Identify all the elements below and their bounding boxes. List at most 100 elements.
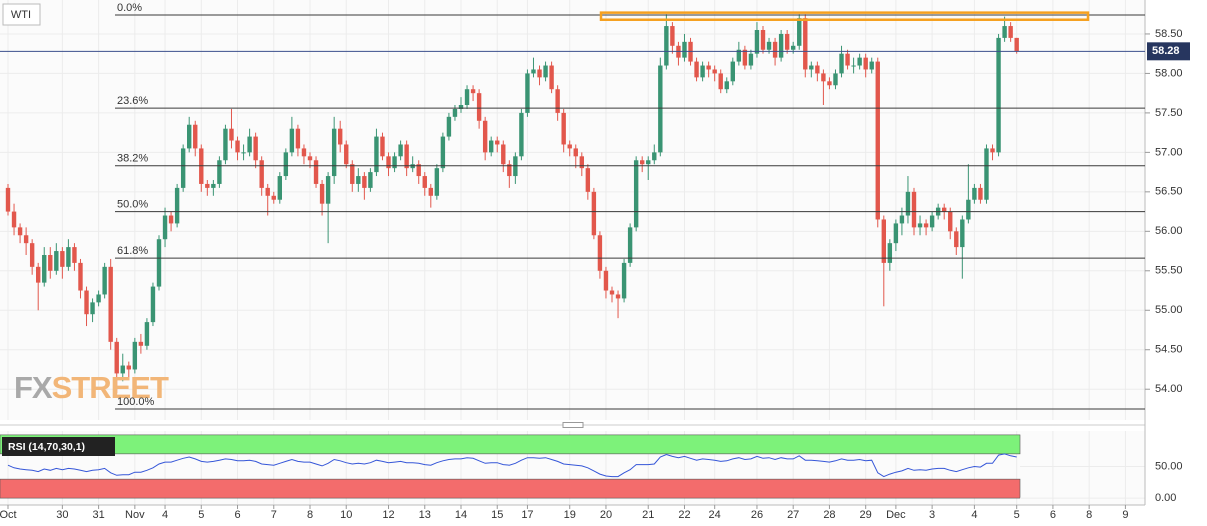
candle-body (1002, 26, 1007, 38)
candle-body (923, 223, 929, 228)
chart-title: WTI (11, 9, 31, 21)
candle-body (380, 136, 385, 157)
candle-body (114, 341, 119, 374)
candle-body (960, 219, 965, 248)
fib-label: 61.8% (117, 245, 148, 257)
candle-body (350, 164, 355, 184)
candle-body (368, 172, 373, 188)
candle-body (5, 187, 11, 212)
y-tick-label: 54.00 (1155, 383, 1183, 395)
candle-body (356, 176, 361, 184)
candle-body (440, 136, 446, 169)
candle-body (48, 255, 53, 271)
x-tick-label: Dec (886, 509, 906, 521)
candle-body (428, 187, 433, 196)
candle-body (525, 73, 530, 113)
candle-body (627, 227, 633, 263)
candle-body (54, 251, 59, 271)
candle-body (911, 191, 917, 228)
candle-body (652, 152, 657, 161)
marks (5, 14, 1019, 394)
x-tick-label: 28 (823, 509, 835, 521)
candle-body (742, 49, 748, 66)
candle-body (313, 160, 319, 184)
candle-body (797, 18, 802, 46)
candle-body (501, 144, 506, 165)
x-tick-label: 6 (234, 509, 240, 521)
candle-body (482, 120, 488, 153)
candle-body (857, 57, 862, 66)
candle-body (78, 262, 83, 291)
candle-body (489, 140, 494, 153)
candle-body (760, 30, 766, 50)
candle-body (724, 81, 729, 90)
rsi-tick-label: 0.00 (1155, 492, 1176, 504)
y-tick-label: 58.00 (1155, 67, 1183, 79)
candle-body (476, 93, 482, 121)
candle-body (899, 215, 905, 224)
candle-body (283, 152, 289, 177)
candle-body (416, 164, 421, 177)
candle-body (827, 81, 832, 86)
x-tick-label: 19 (564, 509, 576, 521)
candle-body (531, 69, 536, 74)
x-tick-label: 15 (491, 509, 503, 521)
candle-body (712, 69, 717, 74)
candle-body (585, 168, 591, 192)
candle-body (84, 290, 89, 315)
candle-body (307, 156, 313, 161)
candle-body (374, 136, 379, 173)
candle-body (851, 65, 856, 67)
candle-body (597, 235, 603, 271)
candle-body (537, 69, 542, 78)
x-tick-label: 14 (455, 509, 467, 521)
candle-body (519, 112, 524, 157)
candle-body (217, 160, 222, 184)
candle-body (223, 128, 228, 161)
candle-body (253, 136, 258, 161)
candle-body (42, 255, 47, 283)
candle-body (954, 231, 959, 248)
candle-body (120, 365, 125, 374)
candle-body (821, 73, 826, 82)
candle-body (168, 215, 174, 224)
candle-body (108, 266, 113, 342)
y-tick-label: 56.50 (1155, 186, 1183, 198)
candle-body (470, 89, 476, 94)
candle-body (301, 148, 307, 157)
candle-body (754, 30, 760, 54)
candle-body (277, 176, 282, 200)
candle-body (803, 18, 808, 70)
candle-body (784, 33, 790, 50)
fib-label: 23.6% (117, 95, 148, 107)
candle-body (718, 73, 723, 90)
pane-handle[interactable] (562, 422, 584, 428)
rsi-label: RSI (14,70,30,1) (8, 441, 85, 453)
x-tick-label: 9 (1122, 509, 1128, 521)
candle-body (464, 89, 470, 105)
candle-body (36, 266, 41, 283)
x-tick-label: 8 (307, 509, 313, 521)
candle-body (72, 247, 77, 263)
candle-body (881, 219, 886, 263)
candle-body (338, 128, 343, 145)
candle-body (658, 65, 663, 153)
candle-body (972, 187, 977, 200)
resistance-zone (599, 11, 1090, 21)
candle-body (845, 53, 850, 66)
candle-body (422, 176, 427, 188)
candle-body (833, 73, 838, 86)
y-tick-label: 57.50 (1155, 107, 1183, 119)
candle-body (344, 144, 349, 165)
candle-body (646, 160, 651, 165)
candle-body (839, 53, 844, 74)
x-tick-label: 6 (1050, 509, 1056, 521)
candle-body (102, 266, 107, 295)
candle-body (929, 215, 935, 228)
candle-body (452, 108, 458, 117)
candle-body (809, 65, 814, 70)
candle-body (289, 128, 295, 153)
candle-body (555, 89, 560, 113)
candle-body (543, 65, 548, 78)
candle-body (180, 148, 186, 188)
